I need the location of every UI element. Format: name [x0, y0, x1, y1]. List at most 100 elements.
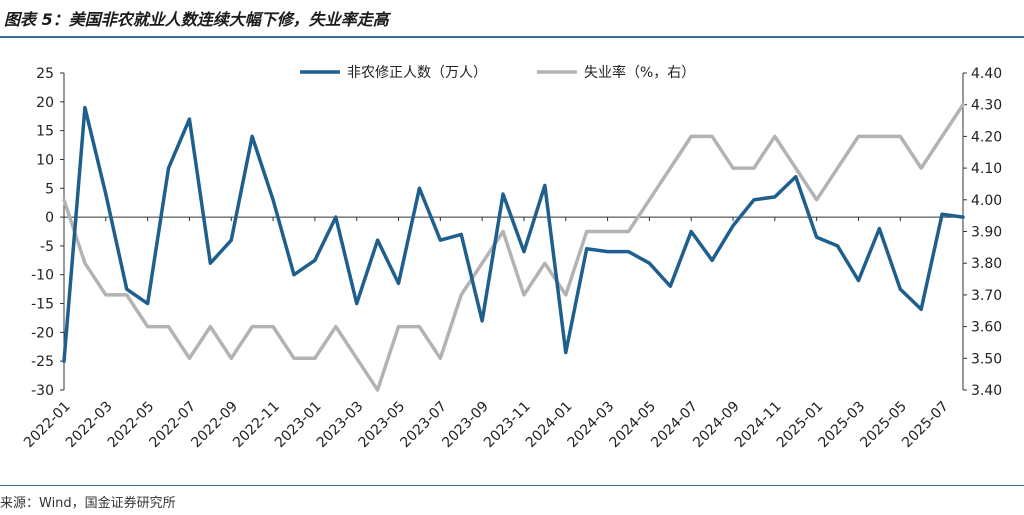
- nonfarm-revision-point: [188, 117, 191, 121]
- unemployment-rate-point: [501, 230, 505, 233]
- nonfarm-revision-point: [961, 215, 965, 219]
- unemployment-rate-point: [940, 135, 944, 138]
- unemployment-rate-point: [418, 325, 421, 328]
- unemployment-rate-point: [167, 325, 170, 328]
- legend-nonfarm-revision-label: 非农修正人数（万人）: [347, 65, 487, 81]
- nonfarm-revision-point: [690, 230, 693, 233]
- unemployment-rate-point: [543, 262, 547, 265]
- unemployment-rate-point: [188, 357, 191, 360]
- unemployment-rate-point: [334, 325, 337, 328]
- y-left-tick-label: 5: [45, 181, 54, 197]
- y-left-tick-label: 0: [45, 210, 54, 226]
- y-right-tick-label: 3.60: [971, 320, 1002, 336]
- y-left-tick-label: 25: [36, 66, 54, 82]
- nonfarm-revision-point: [146, 302, 149, 305]
- unemployment-rate-point: [376, 388, 379, 392]
- nonfarm-revision-point: [104, 192, 108, 196]
- nonfarm-revision-point: [313, 259, 317, 262]
- unemployment-rate-point: [836, 166, 839, 170]
- nonfarm-revision-point: [418, 187, 421, 190]
- nonfarm-revision-point: [752, 198, 756, 201]
- nonfarm-revision-point: [376, 238, 379, 242]
- y-right-tick-label: 3.70: [971, 288, 1002, 304]
- unemployment-rate-point: [439, 357, 442, 360]
- y-right-tick-label: 3.40: [971, 383, 1002, 399]
- unemployment-rate-point: [250, 325, 254, 328]
- unemployment-rate-point: [606, 230, 609, 233]
- source-note: 来源：Wind，国金证券研究所: [0, 496, 176, 511]
- y-left-tick-label: -25: [31, 354, 54, 370]
- chart-title: 图表 5：美国非农就业人数连续大幅下修，失业率走高: [4, 10, 389, 29]
- nonfarm-revision-point: [62, 359, 66, 363]
- y-left-tick-label: -5: [40, 239, 54, 255]
- nonfarm-revision-point: [669, 285, 672, 288]
- y-right-tick-label: 3.80: [971, 256, 1002, 272]
- unemployment-rate-point: [669, 166, 672, 170]
- nonfarm-revision-point: [501, 192, 505, 196]
- unemployment-rate-point: [230, 357, 233, 360]
- unemployment-rate-point: [899, 135, 902, 138]
- nonfarm-revision-point: [125, 287, 128, 291]
- legend-unemployment-rate-label: 失业率（%，右）: [584, 64, 695, 81]
- nonfarm-revision-point: [731, 224, 735, 227]
- unemployment-rate-point: [648, 198, 651, 201]
- nonfarm-revision-point: [83, 106, 87, 109]
- nonfarm-revision-point: [836, 244, 839, 248]
- footer-divider: [0, 485, 1024, 486]
- nonfarm-revision-point: [271, 198, 275, 201]
- y-right-tick-label: 4.30: [971, 98, 1002, 114]
- title-divider: [0, 36, 1024, 38]
- unemployment-rate-point: [815, 198, 818, 201]
- unemployment-rate-point: [752, 166, 756, 170]
- y-left-tick-label: -30: [31, 383, 54, 399]
- nonfarm-revision-point: [919, 308, 923, 311]
- nonfarm-revision-point: [878, 227, 881, 230]
- unemployment-rate-point: [83, 262, 87, 265]
- unemployment-rate-point: [794, 166, 797, 170]
- nonfarm-revision-point: [480, 319, 484, 323]
- nonfarm-revision-point: [899, 287, 902, 291]
- unemployment-rate-point: [104, 293, 108, 297]
- y-left-tick-label: -15: [31, 297, 54, 313]
- unemployment-rate-point: [878, 135, 881, 138]
- nonfarm-revision-point: [439, 238, 442, 242]
- series-line-nonfarm-revision: [62, 105, 965, 363]
- y-left-tick-label: -20: [31, 325, 54, 341]
- nonfarm-revision-point: [460, 233, 463, 236]
- nonfarm-revision-point: [627, 250, 630, 253]
- unemployment-rate-point: [710, 135, 714, 138]
- y-right-tick-label: 4.10: [971, 161, 1002, 177]
- unemployment-rate-point: [857, 135, 860, 138]
- nonfarm-revision-point: [648, 262, 651, 265]
- y-right-tick-label: 3.90: [971, 225, 1002, 241]
- unemployment-rate-point: [731, 166, 735, 170]
- nonfarm-revision-point: [167, 166, 170, 170]
- nonfarm-revision-point: [606, 250, 609, 253]
- nonfarm-revision-point: [250, 135, 254, 138]
- y-left-tick-label: -10: [31, 268, 54, 284]
- y-left-tick-label: 20: [36, 95, 54, 111]
- unemployment-rate-point: [397, 325, 400, 328]
- y-right-tick-label: 4.20: [971, 129, 1002, 145]
- nonfarm-revision-point: [522, 250, 526, 253]
- nonfarm-revision-point: [710, 259, 714, 262]
- chart: 25 20 15 10 5 0 -5 -10 -15 -20 -25 -30 4.40 4.30 4.20 4…: [21, 64, 1002, 451]
- unemployment-rate-point: [209, 325, 212, 328]
- unemployment-rate-point: [125, 293, 128, 297]
- nonfarm-revision-point: [230, 238, 233, 242]
- y-right-tick-label: 3.50: [971, 351, 1002, 367]
- y-right-tick-label: 4.00: [971, 193, 1002, 209]
- nonfarm-revision-point: [815, 236, 818, 239]
- nonfarm-revision-point: [355, 302, 358, 305]
- x-tick-label: 2025-07: [899, 398, 952, 451]
- unemployment-rate-point: [690, 135, 693, 138]
- nonfarm-revision-point: [397, 282, 400, 285]
- nonfarm-revision-point: [564, 351, 567, 354]
- nonfarm-revision-point: [794, 175, 797, 178]
- unemployment-rate-point: [919, 166, 923, 170]
- unemployment-rate-point: [292, 357, 296, 360]
- nonfarm-revision-point: [857, 279, 860, 282]
- nonfarm-revision-point: [773, 195, 777, 199]
- nonfarm-revision-point: [543, 184, 547, 187]
- unemployment-rate-point: [522, 293, 526, 297]
